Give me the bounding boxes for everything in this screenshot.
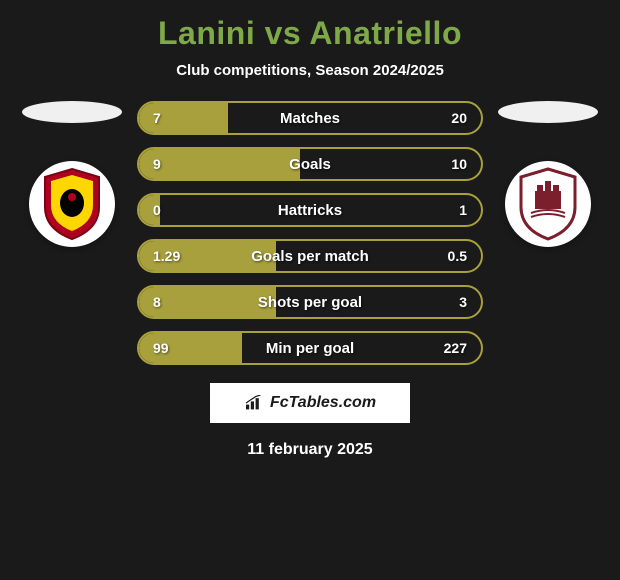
stats-column: 7 Matches 20 9 Goals 10 0 Hattricks 1 1.29 Goals p… [137,101,483,365]
stat-value-right: 10 [451,156,467,172]
stat-value-right: 0.5 [448,248,467,264]
comparison-card: Lanini vs Anatriello Club competitions, … [0,0,620,459]
shield-icon [517,167,579,241]
stat-bar: 1.29 Goals per match 0.5 [137,239,483,273]
stat-fill [139,149,300,179]
stat-value-left: 9 [153,156,161,172]
stat-value-left: 99 [153,340,169,356]
chart-icon [244,395,264,411]
brand-text: FcTables.com [270,394,376,412]
stat-bar: 0 Hattricks 1 [137,193,483,227]
stat-value-left: 7 [153,110,161,126]
stat-value-left: 0 [153,202,161,218]
stat-label: Hattricks [278,202,342,219]
stat-label: Min per goal [266,340,354,357]
left-side-column [22,101,122,247]
stat-value-right: 1 [459,202,467,218]
shield-icon [41,167,103,241]
right-ellipse-placeholder [498,101,598,123]
left-ellipse-placeholder [22,101,122,123]
main-row: 7 Matches 20 9 Goals 10 0 Hattricks 1 1.29 Goals p… [0,101,620,365]
stat-value-right: 3 [459,294,467,310]
stat-bar: 9 Goals 10 [137,147,483,181]
right-side-column [498,101,598,247]
stat-bar: 8 Shots per goal 3 [137,285,483,319]
subtitle: Club competitions, Season 2024/2025 [0,62,620,79]
stat-label: Shots per goal [258,294,362,311]
date-label: 11 february 2025 [0,441,620,459]
stat-value-right: 227 [444,340,467,356]
stat-value-right: 20 [451,110,467,126]
page-title: Lanini vs Anatriello [0,15,620,52]
stat-bar: 7 Matches 20 [137,101,483,135]
right-team-logo [505,161,591,247]
brand-badge[interactable]: FcTables.com [210,383,410,423]
stat-label: Matches [280,110,340,127]
stat-value-left: 8 [153,294,161,310]
stat-label: Goals [289,156,331,173]
stat-label: Goals per match [251,248,369,265]
stat-value-left: 1.29 [153,248,180,264]
stat-bar: 99 Min per goal 227 [137,331,483,365]
left-team-logo [29,161,115,247]
